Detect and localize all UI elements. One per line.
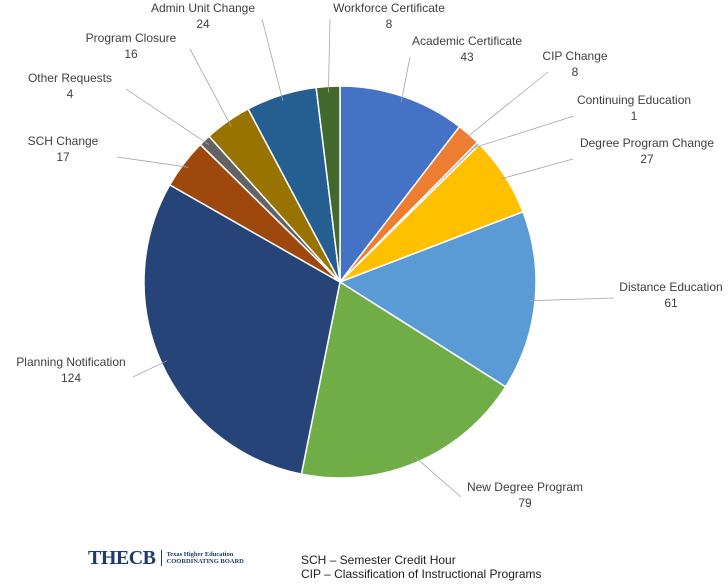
data-label-name-other-requests: Other Requests [28, 71, 112, 85]
leader-line-program-closure [189, 48, 232, 127]
leader-lines [116, 18, 615, 498]
leader-line-admin-unit-change [261, 18, 284, 101]
leader-line-workforce-certificate [328, 18, 331, 93]
pie-chart: Academic Certificate 43 CIP Change 8 Continu… [16, 1, 722, 510]
logo-subtitle-line1: Texas Higher Education [166, 551, 234, 558]
logo-subtitle-line2: COORDINATING BOARD [166, 558, 244, 565]
data-label-name-continuing-education: Continuing Education [577, 93, 691, 107]
leader-line-other-requests [125, 88, 210, 145]
pie-slice-new-degree-program [300, 280, 507, 479]
data-label-value-academic-certificate: 43 [460, 50, 474, 64]
thecb-logo: THECB Texas Higher Education COORDINATIN… [88, 546, 244, 569]
data-label-value-continuing-education: 1 [631, 109, 638, 123]
note-cip: CIP – Classification of Instructional Pr… [301, 567, 542, 581]
data-label-value-new-degree-program: 79 [518, 496, 532, 510]
data-label-name-sch-change: SCH Change [28, 134, 99, 148]
data-label-name-workforce-certificate: Workforce Certificate [333, 1, 445, 15]
leader-line-planning-notification [132, 360, 168, 378]
leader-line-continuing-education [474, 115, 575, 148]
logo-divider [160, 550, 162, 566]
logo-subtitle: Texas Higher Education COORDINATING BOAR… [167, 551, 244, 565]
leader-line-academic-certificate [400, 56, 411, 103]
data-label-value-admin-unit-change: 24 [196, 17, 210, 31]
data-label-name-program-closure: Program Closure [86, 31, 177, 45]
leader-line-new-degree-program [414, 456, 462, 498]
data-label-name-admin-unit-change: Admin Unit Change [151, 1, 255, 15]
logo-wordmark: THECB [88, 546, 156, 569]
data-label-value-degree-program-change: 27 [640, 152, 654, 166]
pie-slice-academic-certificate [339, 85, 461, 285]
data-label-value-other-requests: 4 [67, 87, 74, 101]
abbreviation-notes: SCH – Semester Credit Hour CIP – Classif… [301, 553, 542, 581]
data-label-name-degree-program-change: Degree Program Change [580, 136, 714, 150]
note-sch: SCH – Semester Credit Hour [301, 553, 456, 567]
data-label-value-sch-change: 17 [56, 150, 70, 164]
data-label-name-cip-change: CIP Change [542, 49, 607, 63]
leader-line-distance-education [529, 297, 615, 302]
leader-line-degree-program-change [499, 158, 574, 180]
data-labels: Academic Certificate 43 CIP Change 8 Continu… [16, 1, 722, 510]
data-label-value-distance-education: 61 [664, 296, 678, 310]
data-label-value-planning-notification: 124 [61, 371, 81, 385]
pie-slice-distance-education [338, 210, 537, 388]
leader-line-cip-change [464, 71, 549, 140]
data-label-name-planning-notification: Planning Notification [16, 355, 125, 369]
data-label-name-academic-certificate: Academic Certificate [412, 34, 522, 48]
data-label-value-cip-change: 8 [572, 65, 579, 79]
data-label-name-distance-education: Distance Education [619, 280, 722, 294]
data-label-value-program-closure: 16 [124, 47, 138, 61]
leader-line-sch-change [116, 156, 189, 168]
data-label-name-new-degree-program: New Degree Program [467, 480, 583, 494]
pie-slices [143, 85, 537, 479]
data-label-value-workforce-certificate: 8 [386, 17, 393, 31]
pie-slice-workforce-certificate [315, 85, 341, 283]
